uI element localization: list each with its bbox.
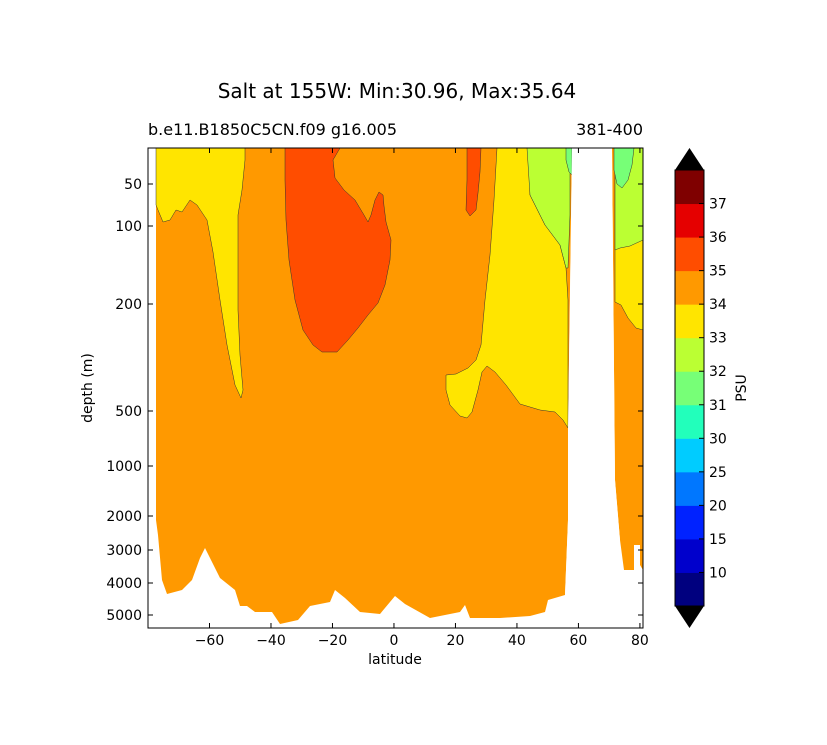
- colorbar-tick-label: 25: [709, 465, 727, 481]
- y-tick-label: 50: [124, 177, 142, 193]
- x-tick-label: −40: [256, 633, 286, 649]
- x-tick-label: −60: [195, 633, 225, 649]
- region-31-32-psu-far-north: [613, 148, 635, 189]
- colorbar-swatch: [675, 438, 704, 473]
- colorbar-extend-min: [675, 606, 704, 628]
- colorbar-swatch: [675, 371, 704, 406]
- chart-subtitle-right: 381-400: [576, 120, 643, 139]
- colorbar-tick-label: 20: [709, 498, 727, 514]
- region-35-36-psu-south: [284, 148, 392, 353]
- colorbar-tick-label: 35: [709, 264, 727, 280]
- x-tick-label: 80: [631, 633, 649, 649]
- colorbar-swatch: [675, 505, 704, 540]
- colorbar-swatch: [675, 237, 704, 272]
- y-tick-label: 5000: [106, 608, 142, 624]
- y-tick-label: 100: [115, 219, 142, 235]
- colorbar-swatch: [675, 270, 704, 305]
- x-axis-label: latitude: [368, 652, 422, 668]
- y-tick-label: 1000: [106, 459, 142, 475]
- y-tick-label: 3000: [106, 543, 142, 559]
- x-tick-label: 20: [447, 633, 465, 649]
- x-axis-ticks: −60 −40 −20 0 20 40 60 80: [195, 148, 649, 649]
- colorbar-tick-label: 37: [709, 197, 727, 213]
- colorbar-label: PSU: [734, 374, 750, 402]
- region-33-34-psu-south: [155, 148, 246, 399]
- y-tick-label: 2000: [106, 509, 142, 525]
- colorbar-swatch: [675, 572, 704, 607]
- y-tick-label: 4000: [106, 576, 142, 592]
- colorbar-tick-label: 15: [709, 532, 727, 548]
- colorbar: 10 15 20 25 30 31 32 33 34 35 36 37: [674, 148, 727, 628]
- y-tick-label: 500: [115, 404, 142, 420]
- x-tick-label: −20: [318, 633, 348, 649]
- colorbar-tick-label: 33: [709, 331, 727, 347]
- chart-title: Salt at 155W: Min:30.96, Max:35.64: [218, 79, 577, 103]
- colorbar-extend-max: [675, 148, 704, 170]
- region-31-32-psu-coastal: [565, 148, 573, 176]
- region-35-36-psu-north: [465, 148, 482, 217]
- colorbar-tick-label: 31: [709, 398, 727, 414]
- colorbar-swatch: [675, 304, 704, 339]
- y-tick-label: 200: [115, 297, 142, 313]
- colorbar-swatch: [675, 203, 704, 238]
- contour-field: [155, 148, 643, 628]
- x-tick-label: 40: [508, 633, 526, 649]
- colorbar-tick-label: 34: [709, 297, 727, 313]
- colorbar-swatch: [675, 337, 704, 372]
- plot-frame: [147, 147, 644, 629]
- y-axis-label: depth (m): [80, 353, 96, 423]
- x-tick-label: 60: [570, 633, 588, 649]
- colorbar-tick-label: 36: [709, 230, 727, 246]
- colorbar-swatch: [675, 471, 704, 506]
- x-tick-label: 0: [390, 633, 399, 649]
- colorbar-swatch: [675, 404, 704, 439]
- colorbar-tick-label: 32: [709, 364, 727, 380]
- land-mask: [565, 148, 620, 628]
- colorbar-frame: [674, 169, 705, 607]
- chart-subtitle-left: b.e11.B1850C5CN.f09 g16.005: [148, 120, 397, 139]
- colorbar-swatch: [675, 170, 704, 205]
- y-axis-ticks: 50 100 200 500 1000 2000 3000 4000 5000: [106, 177, 643, 624]
- colorbar-tick-label: 30: [709, 431, 727, 447]
- colorbar-swatch: [675, 538, 704, 573]
- colorbar-tick-label: 10: [709, 565, 727, 581]
